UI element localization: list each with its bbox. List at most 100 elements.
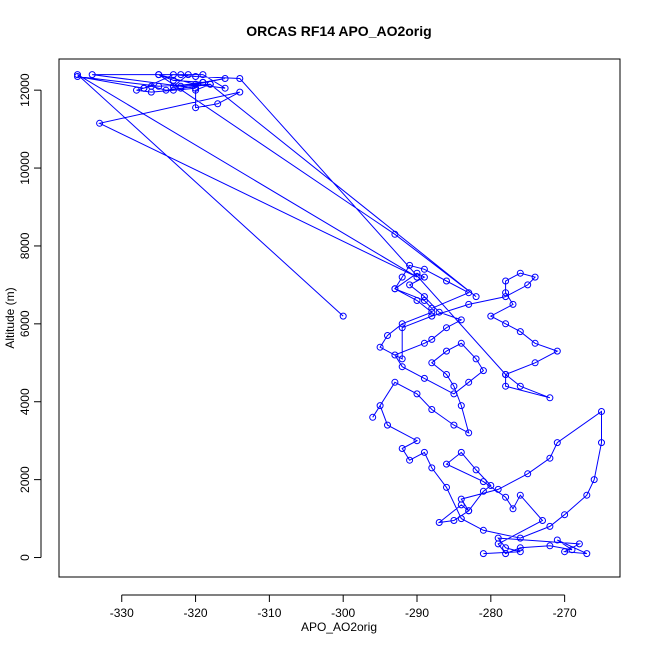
data-point [428, 359, 436, 367]
data-point [398, 320, 406, 328]
data-point [524, 281, 532, 289]
plot-frame [58, 58, 621, 578]
data-point [199, 71, 207, 79]
data-point [184, 71, 192, 79]
data-point [553, 536, 561, 544]
data-point [177, 71, 185, 79]
data-point [192, 84, 200, 92]
data-point [457, 448, 465, 456]
data-point [553, 347, 561, 355]
data-point [155, 82, 163, 90]
chart-title: ORCAS RF14 APO_AO2orig [246, 23, 431, 39]
data-point [465, 507, 473, 515]
data-point [590, 476, 598, 484]
data-point [583, 550, 591, 558]
y-axis: 0 2000 4000 6000 8000 10000 12000 [18, 73, 42, 561]
data-point [502, 382, 510, 390]
data-point [406, 281, 414, 289]
data-point [457, 495, 465, 503]
y-tick-label: 2000 [18, 466, 32, 493]
data-point [420, 293, 428, 301]
data-point [531, 273, 539, 281]
data-point [192, 86, 200, 94]
data-point [96, 119, 104, 127]
data-point [428, 308, 436, 316]
data-point [598, 408, 605, 415]
data-point [509, 300, 517, 308]
data-point [457, 402, 465, 410]
data-point [74, 71, 81, 79]
data-point [516, 382, 524, 390]
data-point [479, 367, 487, 375]
data-point [140, 84, 148, 92]
data-point [457, 515, 465, 523]
data-point [568, 546, 576, 554]
data-point [516, 491, 524, 499]
data-point [443, 347, 450, 355]
data-point [494, 485, 502, 493]
data-point [192, 104, 200, 112]
y-tick-label: 12000 [18, 73, 32, 107]
data-point [420, 374, 428, 382]
data-point [369, 413, 377, 421]
data-point [443, 371, 450, 378]
data-point [192, 73, 200, 80]
data-point [546, 454, 554, 462]
data-point [502, 293, 510, 301]
data-point [472, 293, 480, 301]
data-point [420, 265, 428, 273]
data-point [561, 511, 569, 519]
data-point [413, 269, 421, 277]
data-point [339, 312, 347, 320]
data-point [428, 406, 436, 413]
data-point [583, 491, 591, 499]
x-tick-label: -310 [257, 606, 281, 620]
data-point [487, 312, 495, 320]
y-tick-label: 8000 [18, 232, 32, 259]
data-point [420, 339, 428, 347]
x-tick-label: -280 [479, 606, 503, 620]
data-point [502, 371, 510, 378]
data-point [236, 75, 244, 82]
data-point [413, 297, 421, 304]
data-point [516, 328, 524, 336]
series-line [77, 74, 602, 555]
series-group [74, 71, 605, 558]
data-point [575, 540, 583, 548]
data-point [413, 437, 421, 445]
data-point [391, 351, 399, 359]
data-point [443, 277, 450, 285]
data-point [162, 86, 170, 94]
data-point [479, 526, 487, 534]
data-point [413, 273, 421, 281]
data-point [177, 82, 185, 90]
data-point [516, 548, 524, 556]
data-point [494, 540, 502, 548]
x-axis: -330 -320 -310 -300 -290 -280 -270 [110, 594, 577, 620]
data-point [221, 75, 229, 82]
data-point [384, 332, 391, 339]
data-point [428, 464, 436, 472]
data-point [376, 402, 384, 410]
data-point [420, 273, 428, 281]
data-point [450, 390, 458, 398]
data-point [384, 421, 391, 429]
data-point [502, 493, 510, 501]
data-point [502, 277, 510, 285]
data-point [531, 339, 539, 347]
data-point [443, 483, 450, 491]
data-point [509, 505, 517, 513]
data-point [479, 478, 487, 486]
data-point [465, 300, 473, 308]
data-point [398, 324, 406, 332]
data-point [428, 312, 436, 320]
data-point [376, 343, 384, 351]
data-point [465, 289, 473, 297]
data-point [546, 394, 554, 402]
y-axis-label: Altitude (m) [3, 287, 17, 348]
data-point [516, 269, 524, 277]
data-point [133, 86, 140, 94]
y-tick-label: 6000 [18, 310, 32, 337]
data-point [413, 390, 421, 398]
